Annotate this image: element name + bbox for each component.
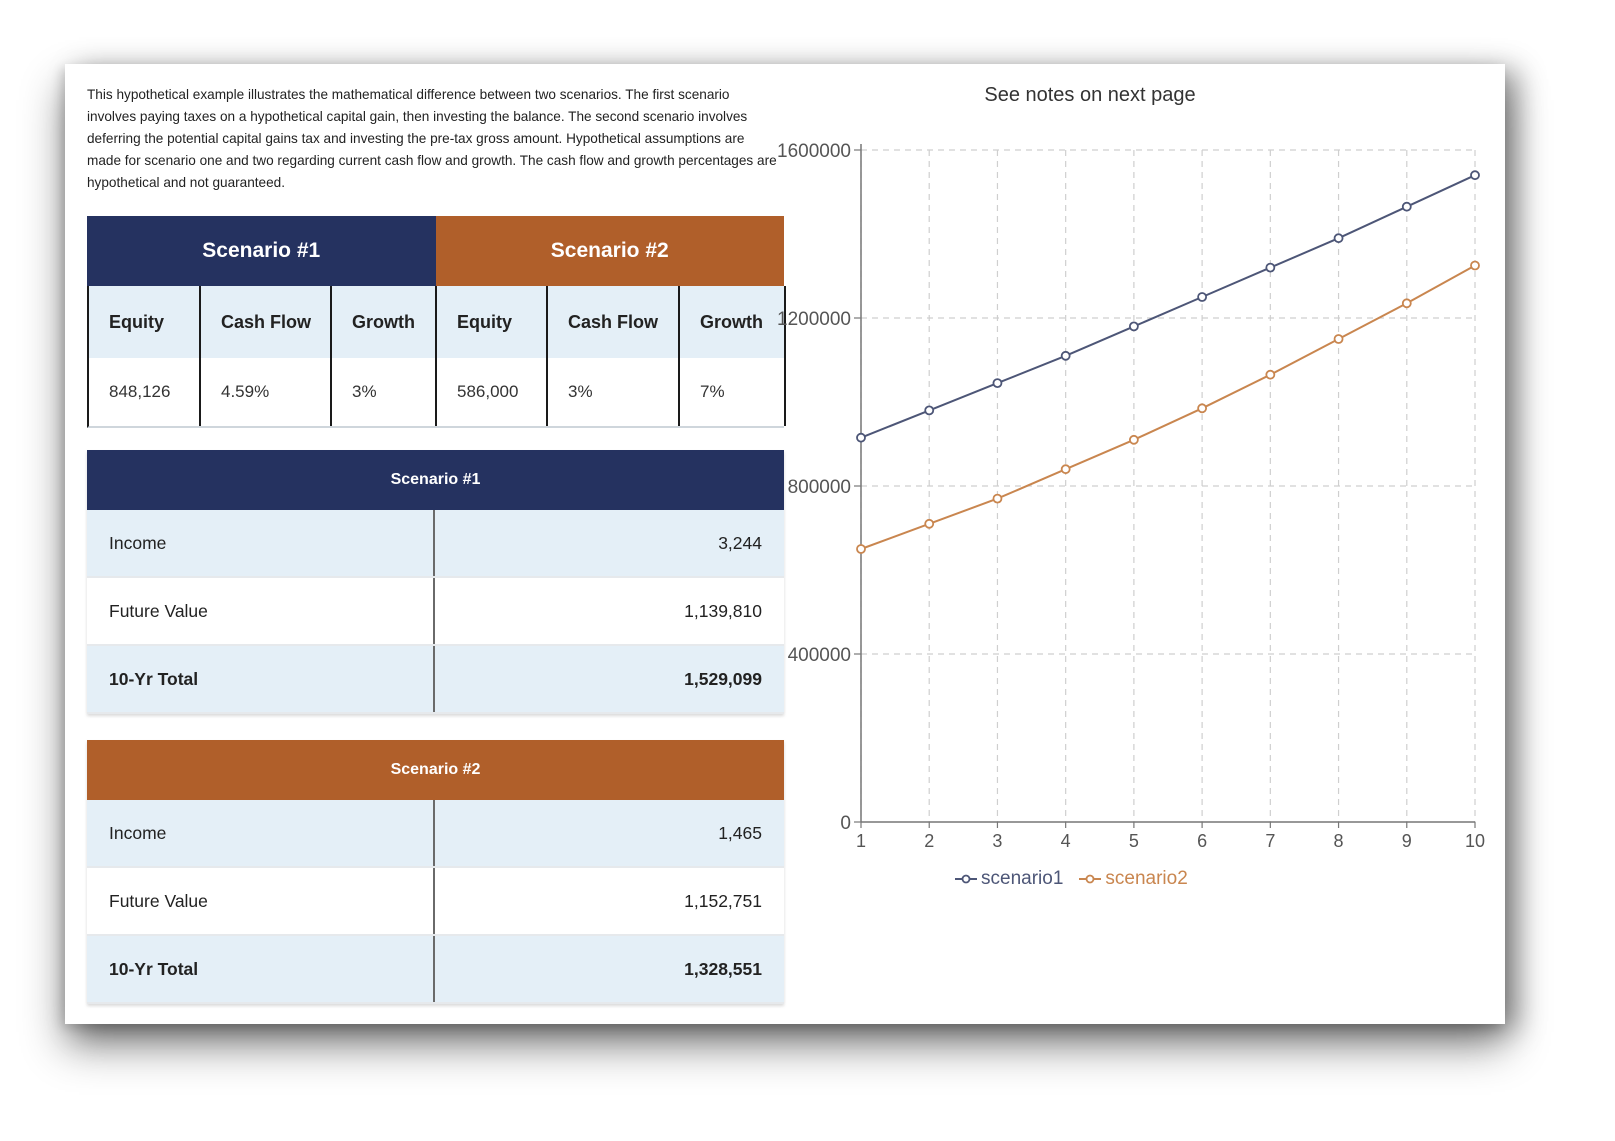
y-tick-label: 0 — [840, 813, 851, 834]
x-tick-label: 10 — [1465, 831, 1485, 851]
x-tick-label: 1 — [856, 831, 866, 851]
data-point-scenario2 — [1060, 464, 1071, 475]
x-tick-label: 3 — [992, 831, 1002, 851]
legend-marker-icon — [1079, 874, 1102, 884]
data-point-scenario1 — [1401, 201, 1412, 212]
legend-label: scenario1 — [981, 868, 1064, 889]
x-tick-label: 8 — [1334, 831, 1344, 851]
table-row: Income 1,465 — [87, 800, 784, 868]
data-point-scenario2 — [1401, 298, 1412, 309]
data-point-scenario2 — [1333, 334, 1344, 344]
y-tick-label: 1200000 — [777, 309, 851, 330]
s2-cashflow-value: 3% — [548, 358, 680, 426]
data-point-scenario1 — [856, 432, 866, 443]
row-value: 1,465 — [718, 822, 762, 843]
row-value: 1,152,751 — [684, 890, 762, 911]
data-point-scenario1 — [1060, 350, 1071, 361]
scenario1-summary-table: Scenario #1 Income 3,244 Future Value 1,… — [87, 450, 784, 714]
chart-legend: scenario1 scenario2 — [955, 868, 1188, 890]
s2-cashflow-header: Cash Flow — [548, 286, 680, 358]
series-line-scenario1 — [860, 174, 1476, 439]
x-tick-label: 9 — [1402, 831, 1412, 851]
table-row: 10-Yr Total 1,529,099 — [87, 646, 784, 714]
table-row: Income 3,244 — [87, 510, 784, 578]
scenario2-header: Scenario #2 — [435, 216, 784, 286]
s1-equity-header: Equity — [89, 286, 201, 358]
y-tick-label: 800000 — [788, 477, 851, 498]
data-point-scenario1 — [1470, 170, 1480, 181]
data-point-scenario1 — [992, 378, 1003, 389]
x-tick-label: 4 — [1061, 831, 1071, 851]
s1-growth-value: 3% — [332, 358, 437, 426]
s2-equity-header: Equity — [437, 286, 548, 358]
data-point-scenario1 — [1265, 262, 1276, 273]
scenario2-summary-table: Scenario #2 Income 1,465 Future Value 1,… — [87, 740, 784, 1004]
scenario1-header: Scenario #1 — [87, 216, 436, 286]
s1-cashflow-header: Cash Flow — [201, 286, 332, 358]
row-label: Income — [87, 800, 435, 866]
s1-growth-header: Growth — [332, 286, 437, 358]
s2-equity-value: 586,000 — [437, 358, 548, 426]
data-point-scenario2 — [856, 544, 866, 554]
s1-cashflow-value: 4.59% — [201, 358, 332, 426]
row-label: Future Value — [87, 868, 435, 934]
table-row: Future Value 1,139,810 — [87, 578, 784, 646]
data-point-scenario2 — [924, 518, 935, 529]
row-label: 10-Yr Total — [87, 936, 435, 1002]
series-line-scenario2 — [860, 264, 1476, 550]
assumptions-grid: Equity Cash Flow Growth Equity Cash Flow… — [87, 286, 786, 428]
data-point-scenario2 — [992, 493, 1003, 504]
scenario-assumptions-table: Scenario #1 Scenario #2 Equity Cash Flow… — [87, 216, 786, 428]
s2-growth-header: Growth — [680, 286, 786, 358]
intro-text: This hypothetical example illustrates th… — [87, 87, 777, 190]
table-row: 10-Yr Total 1,328,551 — [87, 936, 784, 1004]
y-tick-label: 400000 — [788, 645, 851, 666]
x-tick-label: 6 — [1197, 831, 1207, 851]
legend-item-scenario1[interactable]: scenario1 — [955, 868, 1063, 890]
data-point-scenario1 — [1333, 233, 1344, 244]
row-label: 10-Yr Total — [87, 646, 435, 712]
data-point-scenario2 — [1265, 369, 1276, 380]
x-tick-label: 7 — [1265, 831, 1275, 851]
data-point-scenario2 — [1470, 260, 1480, 271]
row-value: 1,139,810 — [684, 600, 762, 621]
y-tick-label: 1600000 — [777, 141, 851, 162]
s2-growth-value: 7% — [680, 358, 786, 426]
table-row: Future Value 1,152,751 — [87, 868, 784, 936]
scenario2-summary-header: Scenario #2 — [87, 740, 784, 800]
data-point-scenario2 — [1128, 434, 1139, 445]
row-value: 1,328,551 — [684, 958, 762, 979]
row-label: Future Value — [87, 578, 435, 644]
s1-equity-value: 848,126 — [89, 358, 201, 426]
scenario1-summary-header: Scenario #1 — [87, 450, 784, 510]
row-value: 3,244 — [718, 532, 762, 553]
legend-marker-icon — [955, 874, 977, 884]
row-value: 1,529,099 — [684, 668, 762, 689]
row-label: Income — [87, 510, 435, 576]
x-tick-label: 2 — [924, 831, 934, 851]
legend-item-scenario2[interactable]: scenario2 — [1079, 868, 1188, 890]
x-tick-label: 5 — [1129, 831, 1139, 851]
chart-title: See notes on next page — [984, 84, 1196, 106]
data-point-scenario1 — [1128, 321, 1139, 332]
data-point-scenario1 — [924, 405, 935, 416]
data-point-scenario1 — [1197, 292, 1208, 302]
scenario-header-row: Scenario #1 Scenario #2 — [87, 216, 784, 286]
legend-label: scenario2 — [1105, 868, 1188, 889]
data-point-scenario2 — [1197, 403, 1208, 414]
